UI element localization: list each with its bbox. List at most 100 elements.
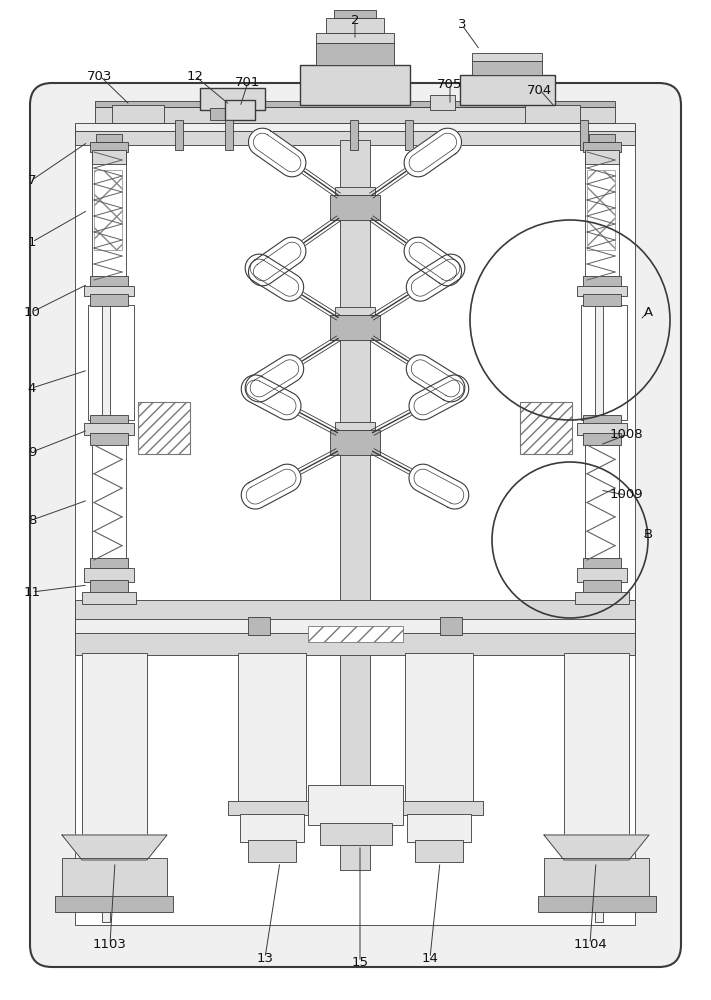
Text: 11: 11 — [23, 585, 41, 598]
Bar — [90, 276, 128, 290]
Bar — [94, 170, 122, 250]
Polygon shape — [241, 464, 301, 509]
Bar — [335, 187, 375, 195]
Bar — [440, 617, 462, 635]
Bar — [415, 840, 463, 862]
Bar — [350, 120, 358, 150]
Bar — [200, 88, 265, 110]
Bar — [587, 170, 615, 250]
Bar — [525, 105, 580, 123]
Bar — [589, 134, 615, 142]
Bar — [583, 415, 621, 425]
Bar — [84, 568, 134, 582]
Bar — [75, 633, 635, 655]
Bar — [583, 580, 621, 594]
Bar — [472, 61, 542, 75]
Bar — [581, 305, 627, 420]
Text: 1009: 1009 — [609, 488, 643, 502]
Bar — [90, 415, 128, 425]
Polygon shape — [406, 355, 465, 402]
Bar — [585, 150, 619, 280]
Bar — [334, 10, 376, 18]
Bar — [300, 65, 410, 105]
Text: 12: 12 — [186, 70, 203, 83]
Text: 4: 4 — [28, 381, 36, 394]
Bar — [228, 801, 316, 815]
FancyBboxPatch shape — [30, 83, 681, 967]
Bar — [90, 433, 128, 445]
Text: 1104: 1104 — [573, 938, 607, 950]
Bar — [225, 120, 233, 150]
Text: B: B — [643, 528, 653, 542]
Bar — [320, 823, 392, 845]
Bar — [316, 33, 394, 43]
Bar — [82, 653, 147, 835]
Bar — [430, 95, 455, 110]
Bar — [575, 592, 629, 604]
Bar — [580, 120, 588, 150]
Text: 14: 14 — [422, 952, 439, 964]
Bar — [460, 75, 555, 105]
Bar — [82, 592, 136, 604]
Bar — [577, 286, 627, 296]
Bar — [75, 619, 635, 635]
Bar — [95, 101, 615, 107]
Bar — [75, 600, 635, 620]
Text: A: A — [643, 306, 653, 318]
Polygon shape — [248, 237, 306, 286]
Bar — [92, 150, 126, 164]
Text: 1: 1 — [28, 235, 36, 248]
Text: 3: 3 — [458, 18, 466, 31]
Bar — [75, 125, 635, 925]
Bar — [96, 134, 122, 142]
Text: 10: 10 — [23, 306, 41, 318]
Bar — [225, 100, 255, 120]
Bar — [340, 140, 370, 870]
Text: 9: 9 — [28, 446, 36, 458]
Text: 8: 8 — [28, 514, 36, 526]
Text: 703: 703 — [87, 70, 112, 83]
Bar — [90, 142, 128, 152]
Bar — [308, 626, 403, 642]
Bar — [248, 840, 296, 862]
Text: 1103: 1103 — [93, 938, 127, 950]
Bar — [112, 105, 164, 123]
Bar — [210, 108, 255, 120]
Bar — [405, 653, 473, 805]
Bar — [583, 433, 621, 445]
Bar — [90, 558, 128, 570]
Bar — [583, 142, 621, 152]
Polygon shape — [406, 254, 465, 301]
Bar — [583, 276, 621, 290]
Text: 705: 705 — [437, 78, 463, 91]
Text: 704: 704 — [528, 84, 552, 97]
Bar — [583, 294, 621, 306]
Polygon shape — [409, 464, 469, 509]
Bar — [55, 896, 173, 912]
Bar — [407, 814, 471, 842]
Bar — [583, 558, 621, 570]
Bar — [90, 294, 128, 306]
Text: 13: 13 — [257, 952, 274, 964]
Bar — [577, 423, 627, 435]
Bar — [335, 307, 375, 315]
Bar — [102, 142, 110, 922]
Bar — [84, 423, 134, 435]
Bar — [95, 107, 615, 123]
Bar — [520, 402, 572, 454]
Bar — [75, 131, 635, 145]
Bar — [62, 858, 167, 900]
Polygon shape — [404, 128, 461, 177]
Polygon shape — [245, 254, 304, 301]
Bar — [585, 440, 619, 560]
Bar — [544, 858, 649, 900]
Bar — [405, 120, 413, 150]
Bar — [84, 286, 134, 296]
Bar — [330, 430, 380, 455]
Bar — [395, 801, 483, 815]
Bar — [90, 580, 128, 594]
Polygon shape — [241, 375, 301, 420]
Bar — [585, 150, 619, 164]
Bar — [330, 315, 380, 340]
Bar — [138, 402, 190, 454]
